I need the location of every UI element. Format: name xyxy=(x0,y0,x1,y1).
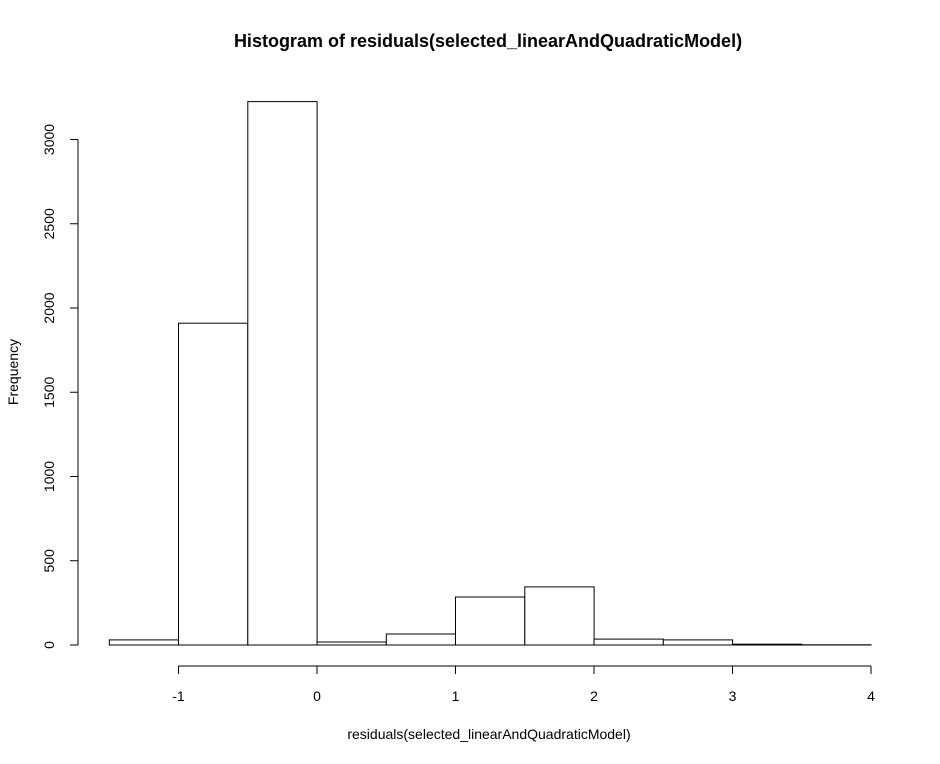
x-axis: -1 0 1 2 3 4 xyxy=(172,665,875,704)
histogram-bar xyxy=(662,639,734,646)
y-axis: 0 500 1000 1500 2000 2500 3000 xyxy=(41,124,79,649)
histogram-bar xyxy=(108,639,180,646)
histogram-bar xyxy=(247,101,318,646)
x-tick-label: 3 xyxy=(729,688,737,704)
histogram-bar xyxy=(524,586,595,646)
x-tick-label: 1 xyxy=(452,688,460,704)
y-tick-label: 3000 xyxy=(41,124,57,155)
x-tick-label: 2 xyxy=(590,688,598,704)
chart-title: Histogram of residuals(selected_linearAn… xyxy=(234,31,742,51)
x-axis-title: residuals(selected_linearAndQuadraticMod… xyxy=(347,726,630,742)
histogram-bars xyxy=(108,101,872,646)
histogram-bar xyxy=(593,638,664,646)
y-tick-label: 0 xyxy=(41,641,57,649)
y-tick-label: 1000 xyxy=(41,461,57,492)
x-tick-label: 4 xyxy=(867,688,875,704)
y-axis-title: Frequency xyxy=(5,339,21,405)
histogram-bar xyxy=(178,322,249,646)
y-tick-label: 2000 xyxy=(41,292,57,323)
histogram-bar xyxy=(455,596,526,646)
histogram-bar xyxy=(732,643,803,646)
histogram-bar xyxy=(385,633,457,646)
histogram-bar xyxy=(316,641,387,646)
y-tick-label: 1500 xyxy=(41,377,57,408)
x-tick-label: -1 xyxy=(172,688,185,704)
y-tick-label: 500 xyxy=(41,549,57,573)
y-tick-label: 2500 xyxy=(41,208,57,239)
x-tick-label: 0 xyxy=(313,688,321,704)
